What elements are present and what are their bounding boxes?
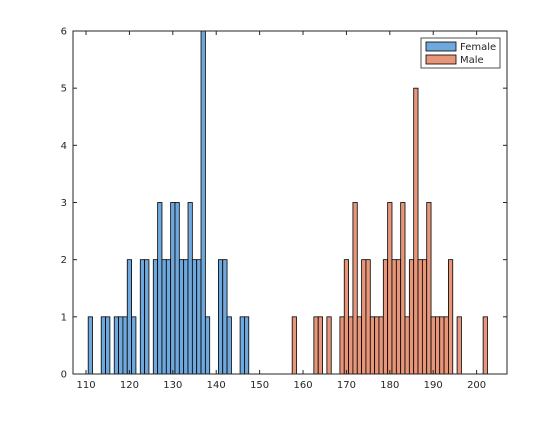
bar-male-202 (482, 316, 488, 375)
y-tick-label: 4 (61, 141, 67, 152)
bar-male-189 (426, 202, 432, 375)
bar-female-117 (113, 316, 119, 375)
legend: Female Male (420, 37, 501, 69)
bar-female-133 (183, 259, 189, 375)
y-tick-label: 6 (61, 27, 67, 38)
bar-male-178 (378, 316, 384, 375)
bar-female-142 (222, 259, 228, 375)
bar-female-124 (144, 259, 150, 375)
x-tick-label: 110 (76, 380, 95, 391)
legend-swatch-female (425, 41, 457, 52)
bar-female-131 (174, 202, 180, 375)
bar-male-174 (361, 259, 367, 375)
bar-female-127 (157, 202, 163, 375)
bar-female-137 (200, 30, 206, 375)
bar-male-173 (356, 316, 363, 375)
bar-female-136 (196, 259, 202, 375)
bar-female-111 (87, 316, 93, 375)
bar-female-119 (122, 316, 128, 375)
bar-female-114 (100, 316, 106, 375)
bar-male-187 (417, 259, 423, 375)
bar-male-191 (434, 316, 441, 375)
bar-male-185 (408, 259, 415, 375)
y-tick-label: 5 (61, 84, 67, 95)
bar-male-169 (339, 316, 345, 375)
bar-male-163 (313, 316, 319, 375)
bar-male-184 (404, 316, 410, 375)
bar-female-120 (126, 259, 132, 375)
bar-male-176 (369, 316, 376, 375)
bar-female-141 (217, 259, 224, 375)
bar-male-180 (387, 202, 393, 375)
x-tick-label: 180 (380, 380, 399, 391)
bar-male-172 (352, 202, 358, 375)
bar-female-121 (131, 316, 137, 375)
axes-layer: 110 120 130 140 150 160 170 180 190 200 0 1 2 3 4 5 6 (61, 27, 508, 391)
x-tick-label: 120 (120, 380, 139, 391)
bar-female-147 (244, 316, 250, 375)
x-tick-label: 170 (337, 380, 356, 391)
bar-male-194 (448, 259, 454, 375)
bar-male-193 (443, 316, 449, 375)
bar-male-164 (317, 316, 323, 375)
x-tick-label: 150 (250, 380, 269, 391)
bar-male-177 (374, 316, 380, 375)
bar-male-158 (291, 316, 297, 375)
bar-male-179 (382, 259, 389, 375)
bar-female-143 (226, 316, 232, 375)
bar-female-138 (204, 316, 211, 375)
bar-male-166 (326, 316, 332, 375)
bar-male-196 (456, 316, 462, 375)
bar-male-183 (400, 202, 406, 375)
bar-male-192 (439, 316, 445, 375)
bar-male-171 (348, 316, 354, 375)
y-tick-label: 2 (61, 255, 67, 266)
bar-female-123 (139, 259, 146, 375)
bar-male-181 (391, 259, 397, 375)
legend-label-female: Female (460, 42, 496, 53)
bar-female-132 (178, 259, 185, 375)
bar-male-175 (365, 259, 371, 375)
bar-female-129 (165, 259, 172, 375)
bar-male-190 (430, 316, 436, 375)
bar-female-135 (191, 259, 198, 375)
bar-female-128 (161, 259, 167, 375)
x-tick-label: 190 (424, 380, 443, 391)
x-tick-label: 130 (163, 380, 182, 391)
y-tick-label: 1 (61, 312, 67, 323)
bar-female-115 (105, 316, 111, 375)
bar-male-182 (395, 259, 402, 375)
bar-male-170 (343, 259, 349, 375)
bar-female-130 (170, 202, 176, 375)
legend-swatch-male (425, 54, 457, 65)
x-tick-label: 140 (207, 380, 226, 391)
legend-label-male: Male (460, 55, 484, 66)
bar-female-126 (152, 259, 159, 375)
y-tick-label: 3 (61, 198, 67, 209)
y-tick-label: 0 (61, 370, 67, 381)
bar-female-118 (118, 316, 124, 375)
bar-male-186 (413, 87, 419, 375)
bar-female-146 (239, 316, 245, 375)
x-tick-label: 200 (467, 380, 486, 391)
x-tick-label: 160 (293, 380, 312, 391)
bar-female-134 (187, 202, 193, 375)
bar-male-188 (421, 259, 428, 375)
